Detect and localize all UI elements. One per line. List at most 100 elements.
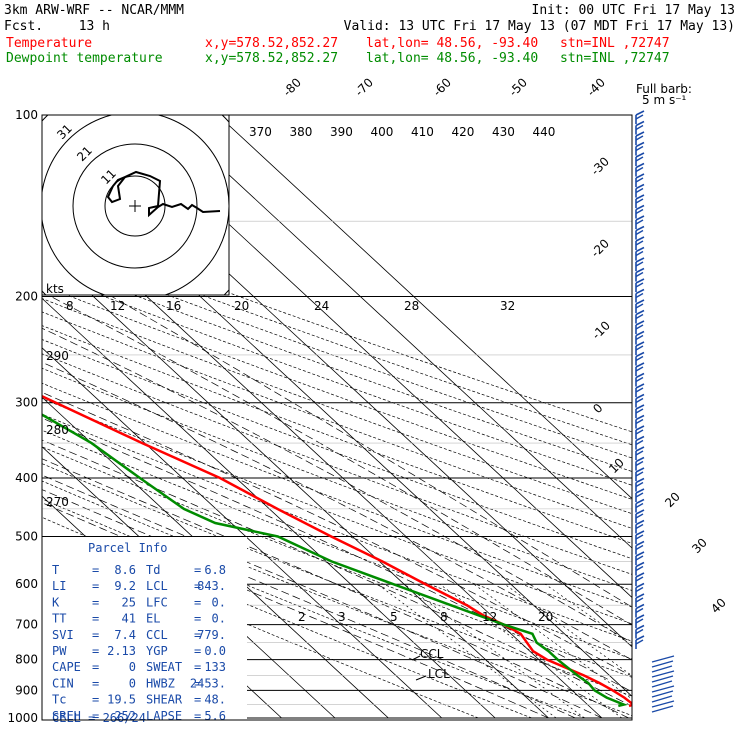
wind-barb	[635, 530, 645, 536]
wind-barb	[635, 460, 644, 467]
wind-barb	[651, 705, 674, 713]
wind-barb	[635, 582, 645, 589]
wind-barb	[635, 404, 645, 410]
wind-barb	[635, 544, 644, 551]
wind-barb	[635, 278, 645, 284]
plot-frame	[41, 114, 633, 721]
wind-barb	[635, 565, 644, 572]
wind-barb	[651, 695, 673, 703]
parcel-key: SHEAR	[146, 693, 183, 707]
wind-barb	[635, 330, 645, 337]
wind-barb	[635, 523, 644, 530]
wind-barb	[635, 488, 645, 494]
parcel-key: Td	[146, 563, 160, 577]
wind-speed-label: 16	[166, 299, 181, 313]
wind-barb	[651, 675, 674, 683]
parcel-equals: =	[194, 612, 201, 626]
parcel-value: 41	[122, 612, 136, 626]
wind-barb	[635, 572, 645, 578]
moist-adiabat	[50, 296, 632, 626]
wind-barb	[635, 236, 645, 242]
wind-barb	[635, 313, 644, 320]
wind-barb	[635, 639, 644, 645]
theta-label: 440	[533, 125, 556, 139]
parcel-value: 48.	[204, 693, 226, 707]
mixing-ratio-label: 5	[390, 610, 398, 624]
wind-barb	[651, 700, 675, 708]
wind-barb	[651, 660, 674, 668]
parcel-key: LFC	[146, 595, 168, 609]
parcel-key: T	[52, 563, 59, 577]
profiles	[42, 394, 632, 708]
pressure-tick-label: 900	[15, 683, 38, 697]
wind-speed-label: 12	[110, 299, 125, 313]
wind-speed-label: 8	[66, 299, 74, 313]
wind-barb	[635, 156, 644, 162]
isotherm	[42, 297, 496, 719]
wind-speed-label: 20	[234, 299, 249, 313]
isotherm-label: 40	[708, 595, 729, 616]
parcel-value: 0.	[212, 612, 226, 626]
dewpoint-xy: x,y=578.52,852.27	[205, 51, 338, 66]
isotherm	[42, 248, 549, 719]
parcel-equals: =	[194, 644, 201, 658]
wind-speed-label: 24	[314, 299, 329, 313]
theta-label: 420	[452, 125, 475, 139]
wind-barb	[635, 429, 644, 435]
forecast-hour: 13 h	[79, 19, 110, 34]
wind-barb	[635, 183, 645, 190]
wind-barb	[635, 141, 645, 148]
isotherm-label: 30	[689, 535, 710, 556]
wind-barb	[635, 257, 645, 263]
parcel-key: CCL	[146, 628, 168, 642]
parcel-value: 19.5	[107, 693, 136, 707]
parcel-equals: =	[92, 709, 99, 723]
wind-barb	[635, 204, 645, 211]
parcel-value: 6.8	[204, 563, 226, 577]
wind-barb	[635, 261, 644, 267]
parcel-key: LCL	[146, 579, 168, 593]
hodograph-ring	[72, 143, 198, 269]
wind-barb	[635, 198, 644, 204]
wind-barb	[635, 456, 645, 463]
hodograph-trace	[106, 170, 221, 218]
parcel-info-box: Parcel Info T = 8.6 Td = 6.8LI = 9.2 LCL =843.K = 2…	[42, 537, 247, 725]
parcel-key: SWEAT	[146, 660, 182, 674]
parcel-equals: =	[194, 660, 201, 674]
wind-barb	[635, 271, 644, 278]
theta-label: 390	[330, 125, 353, 139]
wind-barb	[635, 120, 645, 127]
wind-barb	[635, 246, 645, 253]
wind-barb	[635, 355, 644, 362]
wind-barb	[635, 425, 645, 431]
parcel-equals: =	[92, 563, 99, 577]
wind-barb	[635, 618, 644, 624]
wind-barb	[635, 282, 644, 288]
lcl-tick	[415, 675, 427, 681]
wind-barb	[651, 685, 675, 693]
ccl-marker: CCL	[420, 647, 444, 661]
dry-adiabat-label: 290	[46, 349, 69, 363]
mixing-ratio-line	[404, 583, 585, 719]
parcel-value: 0	[129, 660, 136, 674]
wind-barb	[635, 607, 644, 614]
wind-barb	[635, 376, 644, 383]
temperature-station: stn=INL ,72747	[560, 36, 670, 51]
wind-barb-column	[635, 110, 675, 713]
wind-barb	[635, 383, 645, 389]
wind-barb	[635, 446, 645, 452]
parcel-equals: =	[194, 628, 201, 642]
wind-barb	[635, 152, 645, 158]
wind-barb	[635, 309, 645, 316]
wind-barb	[635, 435, 645, 442]
wind-barb	[635, 397, 644, 404]
wind-barb	[635, 534, 644, 540]
parcel-key: Tc	[52, 693, 66, 707]
parcel-equals: =	[194, 563, 201, 577]
parcel-equals: =	[92, 595, 99, 609]
wind-barb	[635, 597, 644, 603]
isotherm	[164, 115, 632, 549]
parcel-value: 843.	[197, 579, 226, 593]
wind-barb	[635, 492, 644, 498]
